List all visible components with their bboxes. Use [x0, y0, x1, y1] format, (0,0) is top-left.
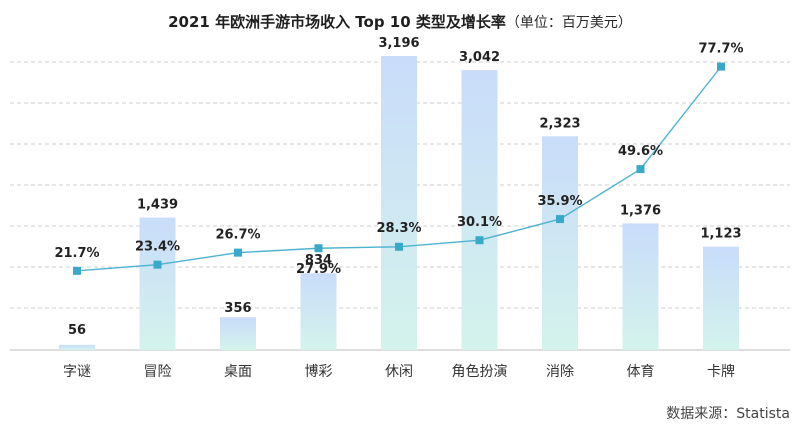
- growth-marker-1: [73, 266, 81, 275]
- growth-marker-6: [475, 236, 484, 245]
- bar-4: [300, 273, 337, 350]
- growth-rate-label: 26.7%: [215, 228, 260, 243]
- growth-rate-label: 30.1%: [457, 215, 502, 230]
- growth-rate-label: 28.3%: [376, 221, 421, 236]
- bar-value-label: 834: [305, 253, 332, 268]
- category-label: 字谜: [63, 364, 91, 380]
- source-note: 数据来源：Statista: [666, 406, 790, 422]
- category-label: 体育: [627, 364, 655, 380]
- bar-2: [139, 217, 176, 350]
- growth-line-layer: [73, 62, 725, 275]
- growth-rate-label: 35.9%: [537, 194, 582, 209]
- growth-marker-5: [395, 242, 403, 251]
- category-label: 消除: [546, 364, 574, 380]
- bar-7: [542, 136, 578, 350]
- bar-9: [703, 246, 739, 350]
- bars: [59, 55, 739, 351]
- growth-marker-9: [717, 62, 725, 71]
- growth-marker-2: [153, 260, 162, 269]
- bar-8: [622, 223, 659, 350]
- growth-marker-7: [556, 215, 564, 224]
- bar-1: [59, 344, 95, 350]
- bar-value-label: 356: [224, 301, 251, 316]
- growth-marker-3: [234, 248, 242, 257]
- category-label: 休闲: [385, 364, 413, 380]
- growth-rate-label: 23.4%: [135, 240, 180, 255]
- bar-6: [461, 70, 498, 351]
- chart-title-main: 2021 年欧洲手游市场收入 Top 10 类型及增长率: [168, 13, 506, 31]
- bar-value-label: 3,196: [378, 36, 419, 51]
- growth-rate-label: 27.9%: [296, 262, 341, 277]
- growth-marker-8: [636, 165, 645, 174]
- bar-value-label: 1,439: [137, 198, 178, 213]
- bar-5: [381, 55, 417, 351]
- chart-unit: （单位：百万美元）: [506, 15, 632, 31]
- bar-value-label: 56: [68, 323, 86, 338]
- category-label: 博彩: [305, 363, 333, 380]
- bar-value-label: 3,042: [459, 50, 500, 65]
- chart-title: 2021 年欧洲手游市场收入 Top 10 类型及增长率（单位：百万美元）: [168, 13, 632, 31]
- category-label: 卡牌: [707, 363, 735, 380]
- bar-value-label: 1,123: [700, 227, 741, 242]
- labels: 字谜 冒险 桌面 博彩 休闲 角色扮演 消除 体育 卡牌 56 1,439 356 834 3,196 3,…: [54, 36, 743, 380]
- bar-value-label: 2,323: [539, 116, 580, 131]
- growth-marker-4: [314, 244, 323, 253]
- growth-rate-label: 49.6%: [618, 144, 663, 159]
- bar-value-label: 1,376: [620, 203, 661, 218]
- bar-3: [220, 317, 256, 350]
- growth-rate-label: 21.7%: [54, 246, 99, 261]
- growth-rate-label: 77.7%: [698, 42, 743, 57]
- category-label: 桌面: [224, 364, 252, 380]
- category-label: 角色扮演: [452, 363, 508, 380]
- category-label: 冒险: [144, 364, 172, 380]
